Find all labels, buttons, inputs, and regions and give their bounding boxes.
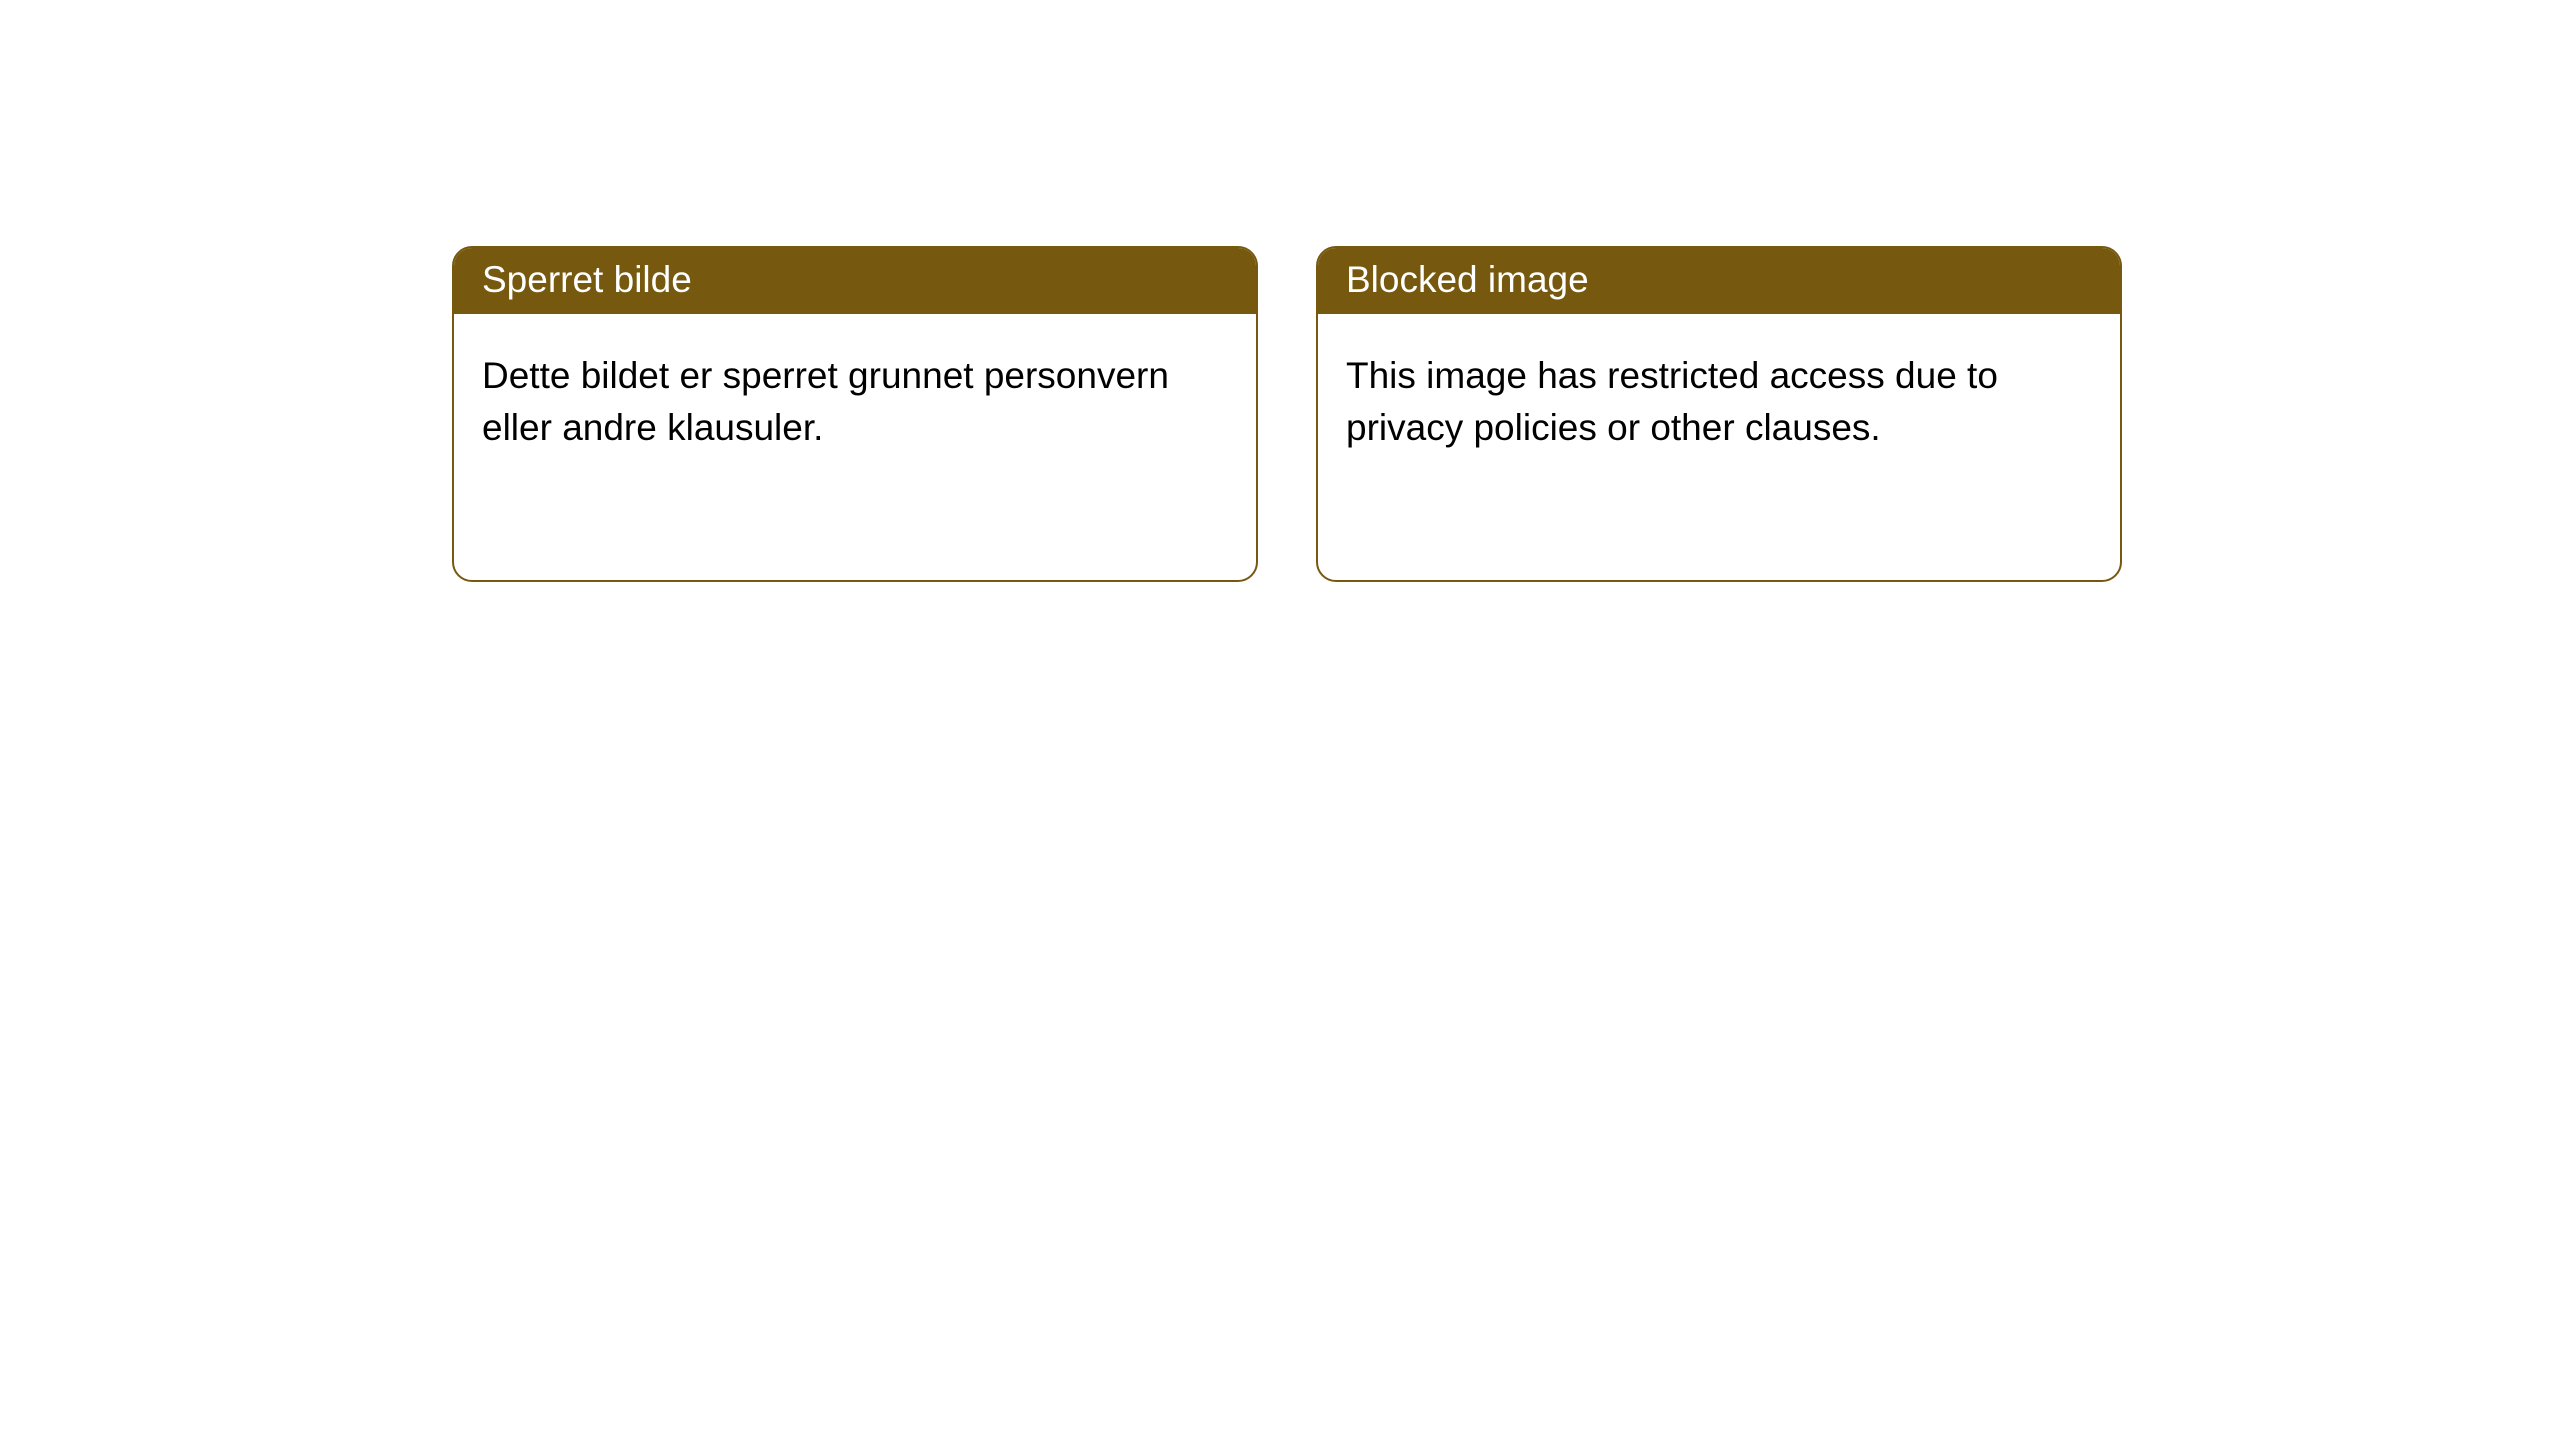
notice-title: Blocked image: [1318, 248, 2120, 314]
notice-body: This image has restricted access due to …: [1318, 314, 2120, 490]
notice-container: Sperret bilde Dette bildet er sperret gr…: [452, 246, 2122, 582]
notice-card-english: Blocked image This image has restricted …: [1316, 246, 2122, 582]
notice-title: Sperret bilde: [454, 248, 1256, 314]
notice-card-norwegian: Sperret bilde Dette bildet er sperret gr…: [452, 246, 1258, 582]
notice-body: Dette bildet er sperret grunnet personve…: [454, 314, 1256, 490]
